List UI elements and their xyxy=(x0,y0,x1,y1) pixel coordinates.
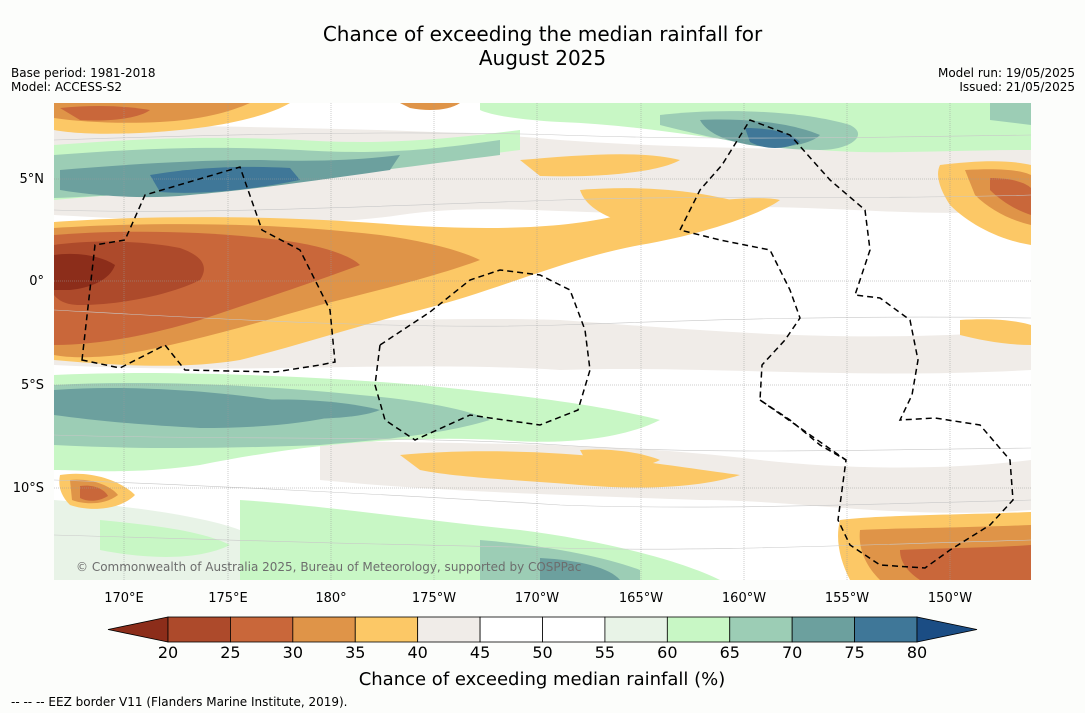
lon-label: 150°W xyxy=(928,591,972,606)
colorbar-tick-label: 30 xyxy=(283,643,303,662)
issued-date: Issued: 21/05/2025 xyxy=(959,80,1075,94)
colorbar: 20 25 30 35 40 45 50 55 60 65 70 75 80 xyxy=(107,616,978,662)
colorbar-bin xyxy=(854,616,918,643)
colorbar-tick-label: 45 xyxy=(470,643,490,662)
colorbar-bin xyxy=(542,616,606,643)
model-name: Model: ACCESS-S2 xyxy=(11,80,123,94)
lon-label: 180° xyxy=(315,591,346,606)
map-title: Chance of exceeding the median rainfall … xyxy=(0,22,1085,70)
lat-label: 0° xyxy=(29,274,44,289)
title-line-2: August 2025 xyxy=(478,46,607,70)
wet-zones xyxy=(54,103,1031,580)
lat-label: 10°S xyxy=(13,481,44,496)
map-area: © Commonwealth of Australia 2025, Bureau… xyxy=(54,103,1031,580)
colorbar-bin xyxy=(729,616,793,643)
colorbar-under-arrow xyxy=(107,616,169,643)
colorbar-bin xyxy=(354,616,419,643)
colorbar-title: Chance of exceeding median rainfall (%) xyxy=(359,669,726,690)
latitude-labels: 5°N 0° 5°S 10°S xyxy=(13,172,44,496)
colorbar-bin xyxy=(791,616,855,643)
eez-borders xyxy=(81,119,1014,569)
colorbar-bin xyxy=(230,616,294,643)
colorbar-bin xyxy=(666,616,731,643)
lat-label: 5°N xyxy=(20,172,45,187)
lon-label: 160°W xyxy=(722,591,766,606)
colorbar-tick-label: 35 xyxy=(345,643,365,662)
contour-lines xyxy=(54,132,1031,550)
lon-label: 170°E xyxy=(104,591,144,606)
colorbar-tick-label: 65 xyxy=(720,643,740,662)
lon-label: 175°W xyxy=(412,591,456,606)
lat-label: 5°S xyxy=(21,378,44,393)
colorbar-bin xyxy=(479,616,543,643)
colorbar-tick-label: 60 xyxy=(657,643,677,662)
colorbar-tick-label: 75 xyxy=(844,643,864,662)
copyright-notice: © Commonwealth of Australia 2025, Bureau… xyxy=(76,560,581,574)
eez-footnote: -- -- -- EEZ border V11 (Flanders Marine… xyxy=(11,695,348,709)
longitude-labels: 170°E 175°E 180° 175°W 170°W 165°W 160°W… xyxy=(104,591,972,606)
lon-label: 170°W xyxy=(515,591,559,606)
colorbar-over-arrow xyxy=(916,616,978,643)
colorbar-bin xyxy=(292,616,356,643)
colorbar-bin xyxy=(604,616,668,643)
colorbar-tick-label: 70 xyxy=(782,643,802,662)
lon-label: 165°W xyxy=(619,591,663,606)
colorbar-tick-label: 55 xyxy=(595,643,615,662)
model-run: Model run: 19/05/2025 xyxy=(937,66,1075,80)
colorbar-tick-label: 25 xyxy=(220,643,240,662)
gridlines xyxy=(54,103,1031,580)
colorbar-tick-label: 50 xyxy=(532,643,552,662)
colorbar-tick-label: 40 xyxy=(407,643,427,662)
colorbar-bin xyxy=(417,616,481,643)
model-run-info: Model run: 19/05/2025 Issued: 21/05/2025 xyxy=(938,66,1075,94)
base-period: Base period: 1981-2018 xyxy=(11,66,156,80)
dry-zones xyxy=(54,103,1031,580)
colorbar-tick-label: 80 xyxy=(907,643,927,662)
title-line-1: Chance of exceeding the median rainfall … xyxy=(322,22,763,46)
colorbar-tick-label: 20 xyxy=(158,643,178,662)
colorbar-bin xyxy=(167,616,231,643)
base-period-info: Base period: 1981-2018 Model: ACCESS-S2 xyxy=(11,66,156,94)
lon-label: 175°E xyxy=(208,591,248,606)
lon-label: 155°W xyxy=(825,591,869,606)
